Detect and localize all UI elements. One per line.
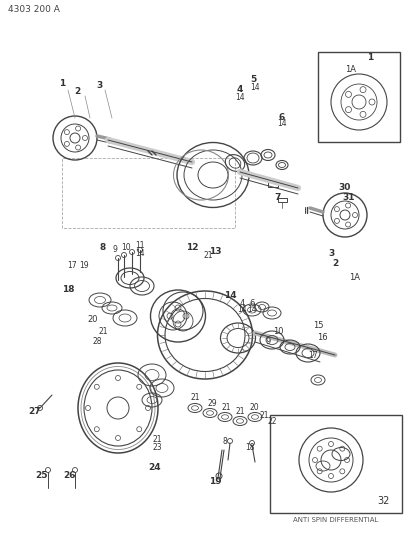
Text: 21: 21: [152, 435, 162, 445]
Text: ANTI SPIN DIFFERENTIAL: ANTI SPIN DIFFERENTIAL: [292, 517, 378, 523]
Text: 1: 1: [59, 79, 65, 88]
Text: 10: 10: [272, 327, 283, 336]
Text: 17: 17: [67, 261, 76, 270]
Text: 4303 200 A: 4303 200 A: [8, 5, 60, 14]
Text: 22: 22: [267, 417, 276, 426]
Text: 21: 21: [258, 410, 268, 419]
Bar: [277, 198, 286, 202]
Text: 29: 29: [207, 399, 216, 408]
Text: 7: 7: [274, 193, 281, 203]
Text: 8: 8: [222, 438, 227, 447]
Text: 20: 20: [88, 316, 98, 325]
Text: 3: 3: [97, 80, 103, 90]
Text: 14: 14: [223, 290, 236, 300]
Text: 1A: 1A: [345, 66, 356, 75]
Text: 12: 12: [185, 244, 198, 253]
Text: 24: 24: [148, 464, 161, 472]
Text: 21: 21: [235, 408, 244, 416]
Bar: [317, 52, 399, 142]
Bar: [267, 182, 277, 187]
Text: 27: 27: [29, 408, 41, 416]
Text: 21: 21: [221, 403, 230, 413]
Text: 21: 21: [98, 327, 108, 336]
Text: 14: 14: [247, 305, 256, 314]
Text: 23: 23: [152, 442, 162, 451]
Text: 11: 11: [135, 240, 144, 249]
Text: 4: 4: [239, 298, 244, 308]
Text: 2: 2: [331, 259, 337, 268]
Text: 32: 32: [377, 496, 389, 506]
Text: 15: 15: [312, 320, 322, 329]
Text: 6: 6: [249, 298, 254, 308]
Text: 14: 14: [237, 305, 246, 314]
Text: 1A: 1A: [348, 273, 360, 282]
Text: 5: 5: [249, 76, 256, 85]
Text: 26: 26: [63, 471, 76, 480]
Text: 13: 13: [208, 246, 221, 255]
Text: 19: 19: [79, 261, 89, 270]
Text: 17: 17: [308, 351, 317, 359]
Text: 18: 18: [245, 442, 254, 451]
Text: 14: 14: [276, 119, 286, 128]
Text: 14: 14: [249, 83, 259, 92]
Text: 21: 21: [190, 393, 199, 402]
Text: 14: 14: [135, 248, 144, 257]
Text: 28: 28: [92, 337, 101, 346]
Text: 31: 31: [342, 193, 354, 203]
Text: 21: 21: [203, 251, 212, 260]
Text: 1: 1: [366, 52, 372, 61]
Text: 30: 30: [338, 183, 351, 192]
Text: 2: 2: [74, 86, 80, 95]
Text: 25: 25: [36, 471, 48, 480]
Text: 3: 3: [328, 248, 334, 257]
Text: 9: 9: [265, 337, 270, 346]
Text: 9: 9: [112, 246, 117, 254]
Text: 20: 20: [249, 403, 258, 413]
Text: 10: 10: [121, 243, 130, 252]
Text: 19: 19: [208, 478, 221, 487]
Text: 6: 6: [278, 112, 284, 122]
Text: 18: 18: [62, 286, 74, 295]
Text: 8: 8: [100, 243, 106, 252]
Bar: [270, 415, 401, 513]
Text: 4: 4: [236, 85, 243, 94]
Text: 16: 16: [316, 334, 326, 343]
Text: 14: 14: [235, 93, 244, 101]
